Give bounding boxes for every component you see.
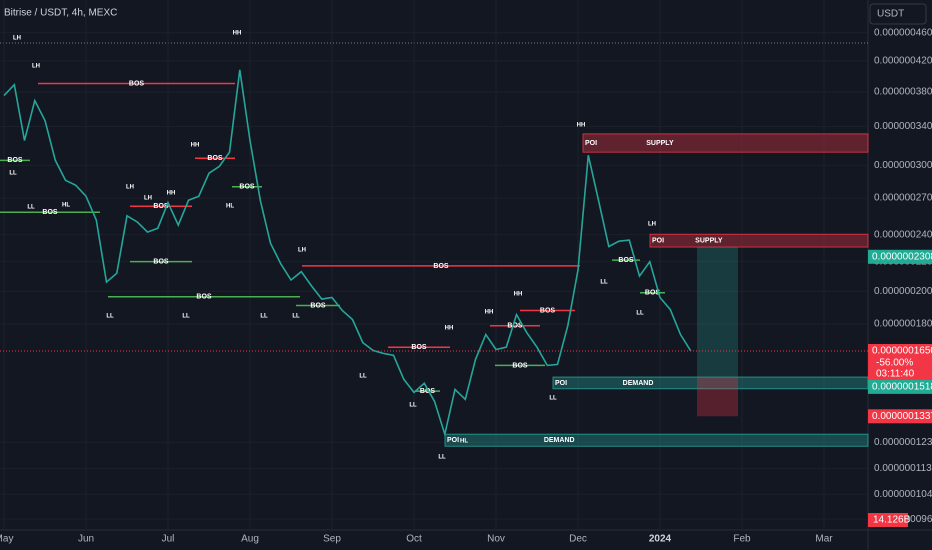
volume-tag: 14.126B bbox=[873, 515, 911, 526]
current-tag: 0.0000001650 bbox=[872, 346, 932, 357]
bos-label: BOS bbox=[433, 263, 449, 270]
entry-tag: 0.0000001518 bbox=[872, 382, 932, 393]
bos-label: BOS bbox=[645, 290, 661, 297]
bos-label: BOS bbox=[7, 157, 23, 164]
currency-button[interactable] bbox=[869, 3, 927, 25]
swing-label: HL bbox=[226, 204, 234, 210]
zone bbox=[649, 233, 869, 248]
swing-label: HH bbox=[485, 310, 494, 316]
y-tick-label: 0.0000003000 bbox=[874, 160, 932, 171]
current-change: -56.00% bbox=[876, 358, 913, 369]
bos-label: BOS bbox=[42, 209, 58, 216]
swing-label: HL bbox=[460, 439, 468, 445]
zone-poi: POI bbox=[585, 140, 597, 147]
zone-poi: POI bbox=[652, 237, 664, 244]
bos-label: BOS bbox=[618, 257, 634, 264]
entry-tag-bg bbox=[868, 379, 932, 394]
swing-label: LH bbox=[32, 64, 40, 70]
current-countdown: 03:11:40 bbox=[876, 369, 915, 380]
x-tick-label: Sep bbox=[323, 534, 341, 545]
zone-poi: POI bbox=[555, 380, 567, 387]
bos-label: BOS bbox=[540, 307, 556, 314]
swing-label: HL bbox=[62, 203, 70, 209]
y-tick-label: 0.0000001130 bbox=[874, 463, 932, 474]
chart-title: Bitrise / USDT, 4h, MEXC bbox=[4, 8, 117, 19]
zone-poi: POI bbox=[447, 437, 459, 444]
x-tick-label: Dec bbox=[569, 534, 587, 545]
y-tick-label: 0.0000001230 bbox=[874, 437, 932, 448]
x-tick-label: Mar bbox=[815, 534, 833, 545]
bos-label: BOS bbox=[239, 184, 255, 191]
swing-label: HH bbox=[577, 123, 586, 129]
stop-tag: 0.0000001337 bbox=[872, 411, 932, 422]
swing-label: LH bbox=[144, 196, 152, 202]
position-loss bbox=[697, 376, 738, 417]
swing-label: LL bbox=[292, 314, 300, 320]
bos-label: BOS bbox=[512, 362, 528, 369]
swing-label: LH bbox=[298, 248, 306, 254]
x-tick-label: Jun bbox=[78, 534, 94, 545]
y-tick-label: 0.0000002000 bbox=[874, 286, 932, 297]
swing-label: LL bbox=[106, 314, 114, 320]
target-tag: 0.0000002308 bbox=[872, 251, 932, 262]
target-tag-bg bbox=[868, 249, 932, 264]
swing-label: LL bbox=[260, 314, 268, 320]
y-tick-label: 0.0000002400 bbox=[874, 229, 932, 240]
bos-label: BOS bbox=[196, 294, 212, 301]
swing-label: LL bbox=[9, 171, 17, 177]
current-tag-bg bbox=[868, 343, 932, 382]
volume-tag-bg bbox=[868, 513, 908, 527]
stop-tag-bg bbox=[868, 409, 932, 424]
swing-label: LL bbox=[359, 374, 367, 380]
zone-label: SUPPLY bbox=[646, 140, 674, 147]
currency-label[interactable]: USDT bbox=[877, 9, 904, 20]
swing-label: HH bbox=[233, 31, 242, 37]
y-tick-label: 0.0000002700 bbox=[874, 193, 932, 204]
position-profit bbox=[697, 246, 738, 377]
bos-label: BOS bbox=[153, 203, 169, 210]
bos-label: BOS bbox=[310, 302, 326, 309]
swing-label: LL bbox=[636, 311, 644, 317]
bos-label: BOS bbox=[129, 80, 145, 87]
y-tick-label: 0.0000003400 bbox=[874, 121, 932, 132]
swing-label: HH bbox=[445, 326, 454, 332]
swing-label: LL bbox=[549, 396, 557, 402]
swing-label: HH bbox=[514, 292, 523, 298]
x-tick-label: 2024 bbox=[649, 534, 672, 545]
swing-label: HH bbox=[167, 191, 176, 197]
bos-label: BOS bbox=[420, 388, 436, 395]
y-tick-label: 0.0000001800 bbox=[874, 319, 932, 330]
y-tick-label: 0.0000004200 bbox=[874, 56, 932, 67]
zone bbox=[444, 433, 869, 447]
swing-label: LH bbox=[13, 36, 21, 42]
x-tick-label: Feb bbox=[733, 534, 751, 545]
zone-label: DEMAND bbox=[544, 437, 575, 444]
swing-label: LL bbox=[600, 280, 608, 286]
zone-label: DEMAND bbox=[623, 380, 654, 387]
zone-label: SUPPLY bbox=[695, 237, 723, 244]
swing-label: LL bbox=[182, 314, 190, 320]
price-line bbox=[3, 69, 692, 438]
x-tick-label: Nov bbox=[487, 534, 505, 545]
x-tick-label: Oct bbox=[406, 534, 422, 545]
swing-label: LL bbox=[438, 455, 446, 461]
x-tick-label: May bbox=[0, 534, 13, 545]
zone bbox=[582, 133, 869, 153]
x-tick-label: Jul bbox=[162, 534, 175, 545]
swing-label: LH bbox=[648, 222, 656, 228]
bos-label: BOS bbox=[153, 259, 169, 266]
x-tick-label: Aug bbox=[241, 534, 259, 545]
y-tick-label: 0.0000003800 bbox=[874, 87, 932, 98]
y-tick-label: 0.0000004600 bbox=[874, 27, 932, 38]
swing-label: LH bbox=[126, 185, 134, 191]
swing-label: LL bbox=[409, 403, 417, 409]
swing-label: HH bbox=[191, 143, 200, 149]
swing-label: LL bbox=[27, 205, 35, 211]
y-tick-label: 0.0000001040 bbox=[874, 489, 932, 500]
bos-label: BOS bbox=[411, 344, 427, 351]
bos-label: BOS bbox=[507, 323, 523, 330]
bos-label: BOS bbox=[207, 155, 223, 162]
